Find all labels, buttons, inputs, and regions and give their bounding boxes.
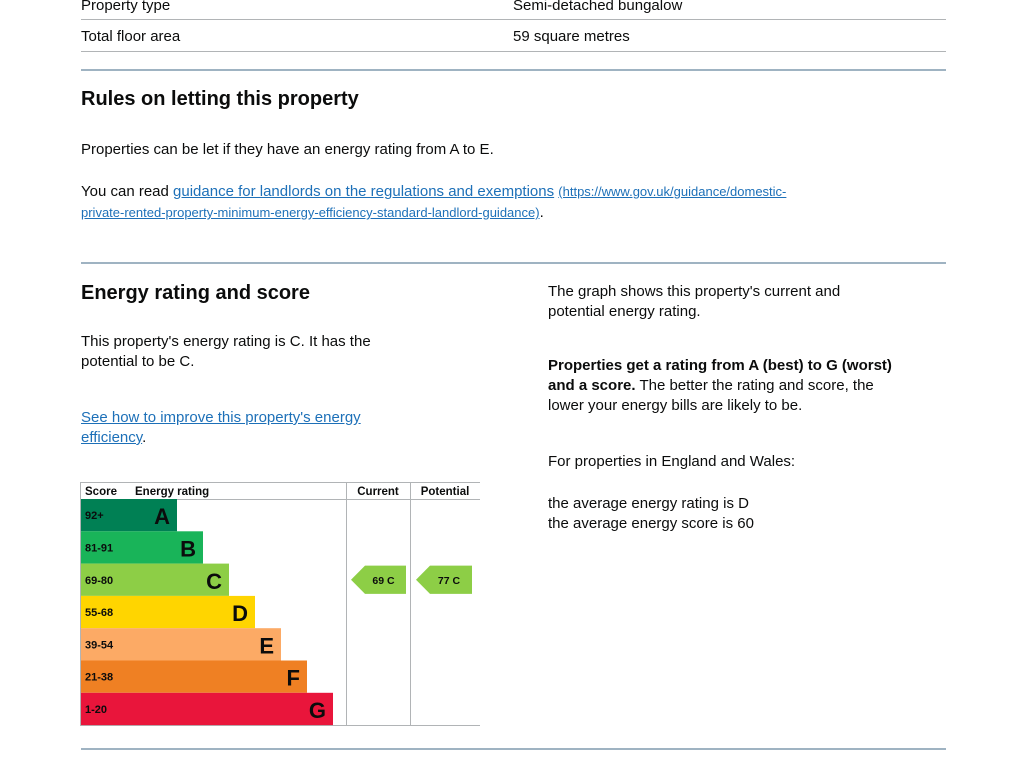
band-bar-B [127,531,203,564]
property-type-value: Semi-detached bungalow [513,0,683,14]
band-bar-A [127,499,177,532]
band-score-cell-B [81,531,127,564]
graph-header-score: Score [85,486,117,498]
property-type-label: Property type [81,0,171,14]
band-range-D: 55-68 [85,607,113,619]
row-divider [81,51,946,52]
section-divider [81,69,946,71]
band-bar-D [127,595,255,629]
band-letter-B: B [180,536,196,561]
band-range-B: 81-91 [85,542,113,554]
section-divider [81,262,946,264]
rating-explainer-bold1: Properties get a rating from A (best) to… [548,357,892,374]
band-range-F: 21-38 [85,672,113,684]
band-bar-G [127,692,333,726]
average-score-text: the average energy score is 60 [548,515,754,532]
rating-explainer: Properties get a rating from A (best) to… [548,356,892,416]
band-score-cell-A [81,499,127,532]
potential-rating-label: 77 C [438,575,461,587]
average-stats: the average energy rating is D the avera… [548,494,754,534]
guidance-link[interactable]: guidance for landlords on the regulation… [173,183,555,200]
rating-explainer-bold2: and a score. [548,377,636,394]
graph-description: The graph shows this property's current … [548,282,840,322]
band-score-cell-F [81,660,127,693]
band-score-cell-E [81,628,127,661]
graph-header-potential: Potential [421,486,470,498]
band-bar-C [127,563,229,596]
graph-desc-line1: The graph shows this property's current … [548,283,841,300]
section-divider [81,748,946,750]
guidance-url-paragraph: private-rented-property-minimum-energy-e… [81,203,544,223]
band-range-E: 39-54 [85,639,114,651]
guidance-prefix: You can read [81,183,169,200]
current-rating-label: 69 C [372,575,395,587]
band-letter-G: G [309,698,326,723]
improve-link-line2[interactable]: efficiency [81,429,143,446]
current-rating-arrow [351,565,406,594]
average-rating-text: the average energy rating is D [548,495,749,512]
epc-rating-graph: Score Energy rating Current Potential 92+ A 81… [80,482,480,726]
rating-explainer-rest2: The better the rating and score, the [635,377,874,394]
band-letter-A: A [154,504,170,529]
band-range-C: 69-80 [85,575,113,587]
guidance-url-line2[interactable]: private-rented-property-minimum-energy-e… [81,205,540,220]
band-bar-E [127,628,281,661]
band-letter-C: C [206,569,222,594]
energy-heading: Energy rating and score [81,282,310,304]
band-score-cell-D [81,595,127,629]
band-range-A: 92+ [85,510,104,522]
graph-desc-line2: potential energy rating. [548,303,701,320]
potential-rating-arrow [416,565,472,594]
band-letter-D: D [232,601,248,626]
rating-text-line1: This property's energy rating is C. It h… [81,333,371,350]
band-letter-F: F [287,666,300,691]
letting-heading: Rules on letting this property [81,88,359,110]
improve-suffix: . [142,429,147,446]
band-score-cell-C [81,563,127,596]
improve-link-line1[interactable]: See how to improve this property's energ… [81,409,361,426]
rating-explainer-rest3: lower your energy bills are likely to be… [548,397,803,414]
row-divider [81,19,946,20]
guidance-suffix: . [539,204,544,221]
graph-header-rating: Energy rating [135,486,209,498]
england-wales-intro: For properties in England and Wales: [548,453,796,470]
band-range-G: 1-20 [85,704,107,716]
guidance-url-line1[interactable]: (https://www.gov.uk/guidance/domestic- [558,184,787,199]
guidance-paragraph: You can read guidance for landlords on t… [81,182,941,202]
band-letter-E: E [259,633,274,658]
floor-area-label: Total floor area [81,28,181,45]
band-bar-F [127,660,307,693]
rating-text: This property's energy rating is C. It h… [81,332,371,372]
improve-link-paragraph: See how to improve this property's energ… [81,408,361,448]
graph-header-current: Current [357,486,399,498]
band-score-cell-G [81,692,127,726]
letting-rule-text: Properties can be let if they have an en… [81,141,494,158]
rating-text-line2: potential to be C. [81,353,195,370]
floor-area-value: 59 square metres [513,28,630,45]
